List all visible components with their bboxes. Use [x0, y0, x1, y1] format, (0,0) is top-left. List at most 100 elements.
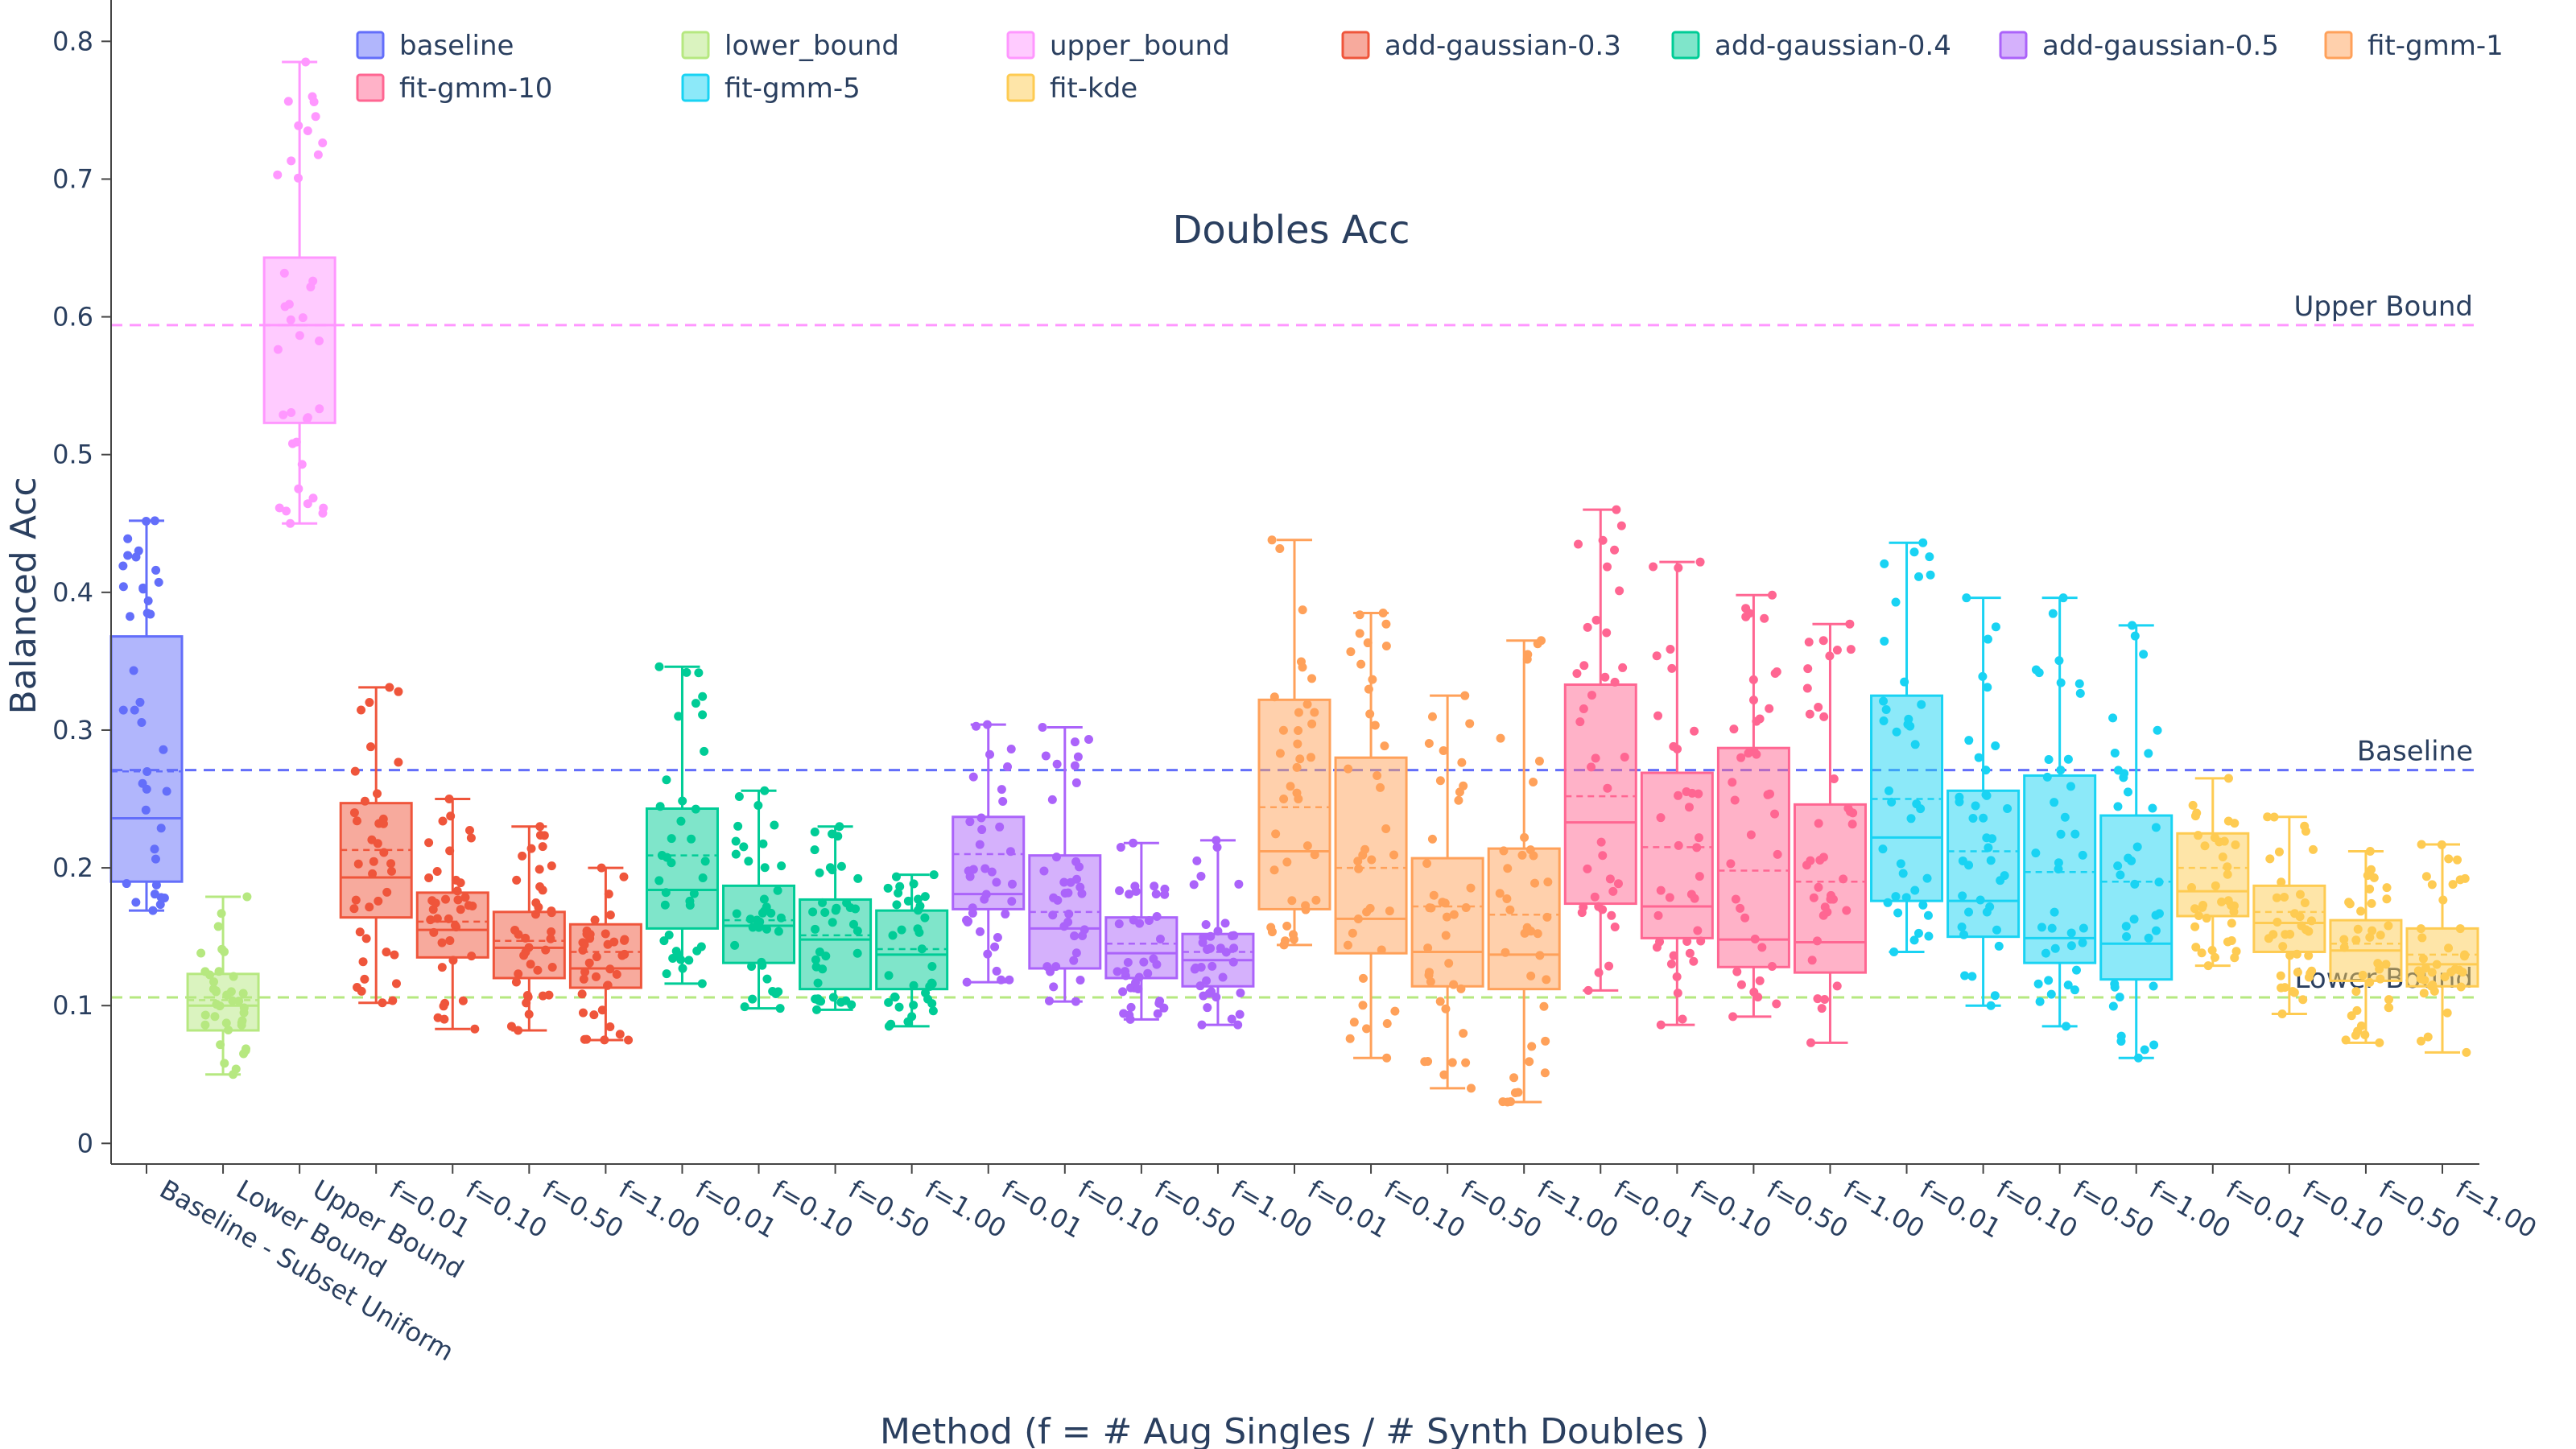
sample-point [544, 990, 554, 1000]
sample-point [731, 849, 741, 859]
sample-point [1084, 734, 1093, 744]
sample-point [815, 868, 824, 877]
sample-point [2384, 995, 2394, 1005]
sample-point [1038, 723, 1047, 733]
legend-swatch [356, 31, 385, 60]
box-4 [415, 798, 489, 1030]
box-8 [722, 789, 796, 1010]
sample-point [1126, 1002, 1136, 1012]
box-iqr [1257, 698, 1331, 910]
box-30 [2405, 843, 2479, 1054]
sample-point [1539, 1001, 1549, 1011]
sample-point [1666, 645, 1675, 654]
sample-point [1579, 661, 1589, 671]
box-iqr [1104, 916, 1179, 980]
sample-point [1423, 1057, 1433, 1067]
box-24 [1946, 597, 2021, 1007]
box-19 [1563, 508, 1637, 992]
sample-point [682, 667, 691, 677]
sample-point [1465, 719, 1475, 729]
box-iqr [1793, 803, 1867, 974]
box-iqr [1716, 746, 1790, 968]
sample-point [1760, 613, 1769, 623]
box-11 [952, 723, 1026, 984]
sample-point [1893, 908, 1903, 918]
sample-point [1201, 920, 1211, 930]
sample-point [972, 721, 981, 731]
sample-point [2144, 749, 2153, 758]
sample-point [590, 915, 600, 925]
legend-label: add-gaussian-0.4 [1715, 30, 1951, 62]
sample-point [123, 534, 133, 543]
sample-point [1005, 975, 1014, 985]
sample-point [1913, 928, 1923, 938]
sample-point [350, 766, 360, 776]
sample-point [1118, 987, 1128, 997]
legend-swatch [681, 31, 710, 60]
sample-point [1160, 890, 1170, 899]
sample-point [365, 698, 374, 708]
sample-point [1820, 995, 1830, 1005]
legend-swatch [2324, 31, 2353, 60]
sample-point [1073, 752, 1083, 762]
legend-swatch [1999, 31, 2028, 60]
sample-point [1689, 956, 1699, 966]
sample-point [1845, 619, 1855, 629]
box-iqr [186, 972, 260, 1032]
box-2 [262, 60, 336, 525]
sample-point [1345, 1034, 1355, 1043]
sample-point [1802, 683, 1812, 693]
sample-point [1390, 1006, 1400, 1016]
sample-point [886, 1020, 895, 1030]
sample-point [2280, 983, 2289, 993]
sample-point [744, 857, 753, 866]
sample-point [535, 882, 545, 892]
sample-point [2044, 976, 2054, 985]
sample-point [1652, 943, 1662, 952]
sample-point [692, 946, 702, 956]
sample-point [391, 979, 401, 989]
sample-point [698, 710, 708, 720]
sample-point [2277, 877, 2286, 887]
sample-point [437, 963, 447, 972]
sample-point [547, 861, 556, 871]
x-axis-title: Method (f = # Aug Singles / # Synth Doub… [880, 1411, 1709, 1449]
box-22 [1793, 622, 1867, 1044]
sample-point [2460, 873, 2470, 883]
sample-point [2308, 844, 2318, 854]
sample-point [2364, 868, 2374, 877]
sample-point [962, 977, 972, 987]
sample-point [2444, 854, 2454, 864]
box-1 [186, 895, 260, 1076]
sample-point [1189, 880, 1199, 890]
sample-point [1527, 1042, 1537, 1051]
sample-point [1235, 1009, 1245, 1019]
sample-point [828, 993, 838, 1002]
sample-point [1732, 967, 1742, 976]
sample-point [1220, 919, 1230, 928]
sample-point [577, 989, 587, 999]
sample-point [2429, 986, 2439, 996]
sample-point [2056, 678, 2066, 687]
sample-point [770, 820, 779, 830]
sample-point [355, 927, 365, 937]
sample-point [131, 552, 141, 562]
sample-point [2417, 1036, 2426, 1046]
legend-swatch [1671, 31, 1700, 60]
sample-point [1846, 645, 1856, 654]
sample-point [213, 922, 223, 931]
sample-point [538, 842, 547, 852]
sample-point [1447, 1058, 1457, 1067]
sample-point [1435, 997, 1445, 1006]
box-iqr [2252, 884, 2326, 953]
sample-point [698, 691, 708, 701]
sample-point [1298, 605, 1307, 615]
box-12 [1028, 726, 1102, 1003]
sample-point [242, 1044, 251, 1054]
sample-point [747, 961, 757, 971]
sample-point [810, 827, 819, 836]
sample-point [531, 898, 541, 907]
sample-point [662, 969, 671, 979]
sample-point [424, 838, 434, 848]
sample-point [777, 861, 786, 871]
